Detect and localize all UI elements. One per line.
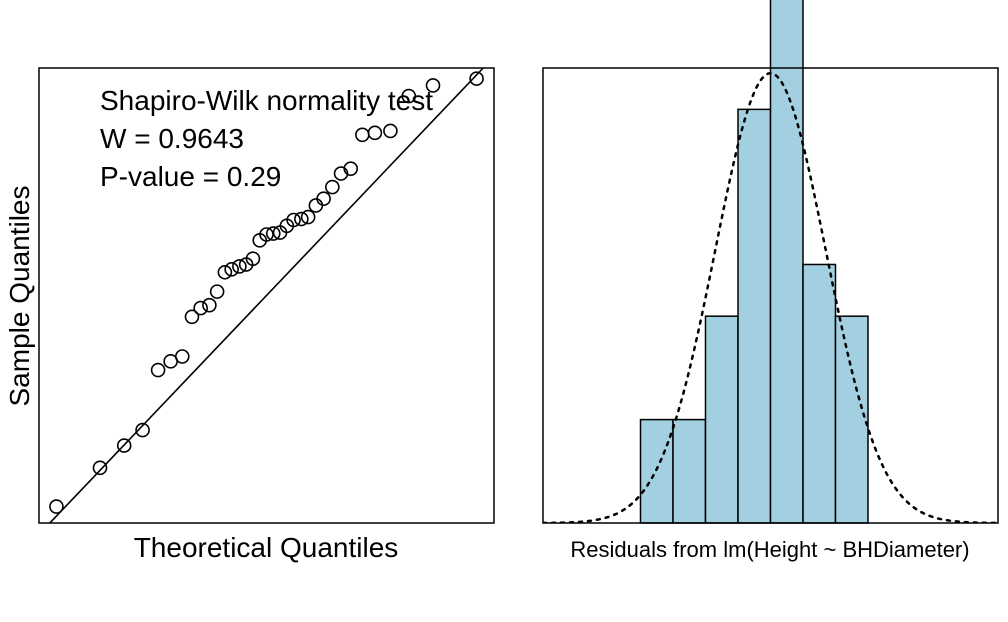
qq-point: [245, 251, 261, 267]
qq-point: [401, 88, 417, 104]
qq-y-axis-label: Sample Quantiles: [4, 185, 35, 406]
qq-plot-frame: [38, 67, 495, 524]
qq-point: [224, 262, 239, 277]
qq-point: [209, 284, 225, 299]
histogram-bar: [639, 418, 674, 524]
qq-point: [469, 71, 484, 86]
qq-x-axis-label: Theoretical Quantiles: [134, 532, 399, 563]
histogram-bar: [704, 315, 739, 524]
qq-plot-panel: Shapiro-Wilk normality test W = 0.9643 P…: [4, 67, 495, 563]
qq-point: [316, 191, 331, 206]
histogram-bar: [802, 263, 837, 524]
qq-point: [355, 127, 370, 143]
qq-point: [300, 209, 316, 225]
shapiro-wilk-title: Shapiro-Wilk normality test: [100, 85, 433, 116]
qq-point: [343, 161, 359, 176]
qq-point: [174, 349, 190, 364]
qq-point: [135, 422, 150, 438]
qq-point: [184, 309, 200, 325]
qq-point: [294, 211, 309, 227]
qq-point: [116, 438, 132, 453]
qq-point: [49, 499, 64, 514]
density-curve: [543, 71, 998, 523]
qq-point: [286, 212, 301, 228]
histogram-x-axis-label: Residuals from lm(Height ~ BHDiameter): [570, 537, 969, 562]
qq-point: [217, 264, 233, 280]
qq-point: [150, 362, 166, 378]
qq-point: [232, 259, 247, 274]
qq-point: [92, 460, 108, 476]
w-statistic-label: W = 0.9643: [100, 123, 244, 154]
histogram-bar: [834, 315, 869, 524]
histogram-bar: [737, 108, 772, 524]
qq-point: [308, 198, 324, 213]
qq-point: [265, 226, 281, 241]
qq-plot-area: [48, 68, 485, 523]
qq-point: [259, 227, 274, 242]
histogram-bars: [639, 0, 869, 524]
qq-point: [193, 300, 208, 316]
qq-reference-line: [48, 68, 485, 523]
qq-point: [383, 123, 398, 139]
p-value-label: P-value = 0.29: [100, 161, 281, 192]
qq-point: [425, 78, 441, 93]
histogram-frame: [542, 67, 999, 524]
qq-point: [325, 179, 340, 195]
qq-point: [367, 125, 383, 141]
histogram-panel: Residuals from lm(Height ~ BHDiameter): [542, 0, 999, 562]
qq-point: [202, 297, 217, 313]
histogram-bar: [769, 0, 804, 524]
histogram-bar: [672, 418, 707, 524]
